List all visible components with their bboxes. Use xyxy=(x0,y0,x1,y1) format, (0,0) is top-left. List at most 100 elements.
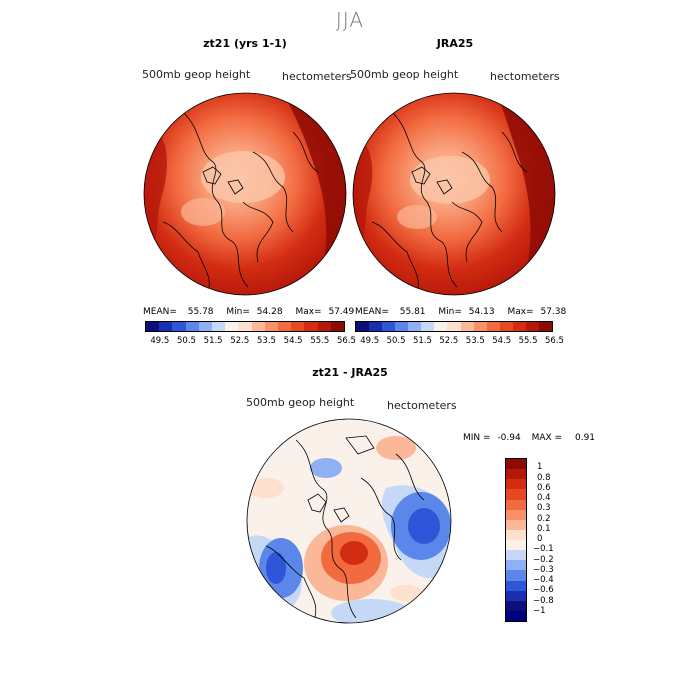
panel-2-title: JRA25 xyxy=(436,37,474,50)
colorbar-swatch xyxy=(525,322,539,331)
colorbar-tick-label: 50.5 xyxy=(386,336,406,346)
colorbar-swatch xyxy=(506,590,526,601)
panel-1-map xyxy=(143,92,347,296)
colorbar-swatch xyxy=(506,529,526,540)
colorbar-swatch xyxy=(238,322,252,331)
colorbar-swatch xyxy=(506,499,526,510)
colorbar-swatch xyxy=(460,322,474,331)
colorbar-tick-label: 56.5 xyxy=(545,336,564,346)
colorbar-tick-label: 51.5 xyxy=(203,336,223,346)
colorbar-tick-label: 1 xyxy=(537,462,543,473)
panel-1-min-value: 54.28 xyxy=(256,307,283,317)
colorbar-tick-label: −0.2 xyxy=(533,554,554,565)
colorbar-tick-label: 49.5 xyxy=(360,336,380,346)
colorbar-swatch xyxy=(447,322,461,331)
colorbar-swatch xyxy=(506,519,526,530)
colorbar-swatch xyxy=(146,322,160,331)
colorbar-tick-label: 53.5 xyxy=(257,336,276,346)
colorbar-tick-label: 0 xyxy=(537,534,543,544)
colorbar-tick-label: 56.5 xyxy=(337,336,356,346)
colorbar-tick-label: 0.3 xyxy=(537,503,551,514)
diff-map xyxy=(246,418,452,624)
diff-panel-title: zt21 - JRA25 xyxy=(312,366,388,379)
colorbar-swatch xyxy=(486,322,500,331)
colorbar-swatch xyxy=(382,322,396,331)
colorbar-tick-label: −0.6 xyxy=(533,585,554,596)
colorbar-swatch xyxy=(291,322,305,331)
colorbar-swatch xyxy=(185,322,199,331)
panel-1-max-value: 57.49 xyxy=(328,307,355,317)
colorbar-swatch xyxy=(212,322,226,331)
colorbar-swatch xyxy=(473,322,487,331)
colorbar-tick-label: −0.1 xyxy=(533,544,554,555)
colorbar-swatch xyxy=(408,322,422,331)
panel-1-stats: MEAN= 55.78 Min= 54.28 Max= 57.49 xyxy=(143,307,354,317)
panel-2-variable-label: 500mb geop height xyxy=(350,68,459,81)
colorbar-tick-label: 51.5 xyxy=(413,336,432,346)
colorbar-swatch xyxy=(434,322,448,331)
panel-1-max-label: Max= xyxy=(295,307,322,317)
diff-min-value: -0.94 xyxy=(497,433,521,443)
colorbar-swatch xyxy=(512,322,526,331)
colorbar-tick-label: −1 xyxy=(533,605,546,616)
colorbar-swatch xyxy=(198,322,213,331)
diff-variable-label: 500mb geop height xyxy=(246,396,355,409)
panel-1-variable-label: 500mb geop height xyxy=(142,68,251,81)
colorbar-tick-label: 0.8 xyxy=(537,472,551,483)
colorbar-tick-label: 50.5 xyxy=(177,336,196,346)
colorbar-swatch xyxy=(506,580,526,591)
panel-2-map xyxy=(352,92,556,296)
diff-colorbar xyxy=(505,458,527,622)
colorbar-tick-label: 54.5 xyxy=(283,336,303,346)
panel-2-mean-value: 55.81 xyxy=(399,307,426,317)
colorbar-swatch xyxy=(304,322,318,331)
colorbar-tick-label: 52.5 xyxy=(230,336,250,346)
colorbar-tick-label: 52.5 xyxy=(439,336,459,346)
panel-2-min-value: 54.13 xyxy=(468,307,495,317)
colorbar-swatch xyxy=(356,322,370,331)
colorbar-swatch xyxy=(506,600,526,611)
colorbar-swatch xyxy=(395,322,409,331)
colorbar-tick-label: 53.5 xyxy=(465,336,485,346)
panel-1-mean-label: MEAN= xyxy=(143,307,177,317)
colorbar-swatch xyxy=(499,322,513,331)
diff-min-label: MIN = xyxy=(463,433,491,443)
colorbar-tick-label: 55.5 xyxy=(310,336,330,346)
panel-2-max-value: 57.38 xyxy=(540,307,567,317)
colorbar-tick-label: −0.8 xyxy=(533,595,554,606)
colorbar-swatch xyxy=(506,489,526,500)
panel-1-colorbar xyxy=(145,321,345,332)
colorbar-tick-label: 0.6 xyxy=(537,482,551,493)
colorbar-swatch xyxy=(506,479,526,490)
colorbar-swatch xyxy=(538,322,552,331)
colorbar-tick-label: 0.2 xyxy=(537,513,551,524)
colorbar-swatch xyxy=(225,322,239,331)
colorbar-swatch xyxy=(251,322,265,331)
colorbar-tick-label: 54.5 xyxy=(492,336,512,346)
diff-max-value: 0.91 xyxy=(574,433,596,443)
colorbar-tick-label: 0.1 xyxy=(537,523,551,534)
colorbar-swatch xyxy=(264,322,279,331)
diff-stats: MIN = -0.94 MAX = 0.91 xyxy=(463,433,595,443)
colorbar-tick-label: 0.4 xyxy=(537,493,551,503)
colorbar-tick-label: 49.5 xyxy=(150,336,170,346)
diff-units-label: hectometers xyxy=(387,399,457,412)
panel-1-title: zt21 (yrs 1-1) xyxy=(203,37,287,50)
colorbar-swatch xyxy=(506,469,526,480)
colorbar-swatch xyxy=(506,509,526,520)
colorbar-tick-label: 55.5 xyxy=(518,336,538,346)
panel-2-mean-label: MEAN= xyxy=(355,307,389,317)
colorbar-swatch xyxy=(159,322,173,331)
colorbar-swatch xyxy=(369,322,383,331)
panel-2-max-label: Max= xyxy=(507,307,534,317)
panel-2-colorbar xyxy=(355,321,553,332)
diff-max-label: MAX = xyxy=(531,433,563,443)
colorbar-tick-label: −0.3 xyxy=(533,564,554,575)
panel-2-units-label: hectometers xyxy=(490,70,560,83)
panel-1-mean-value: 55.78 xyxy=(187,307,214,317)
colorbar-swatch xyxy=(506,459,526,470)
colorbar-swatch xyxy=(278,322,292,331)
colorbar-tick-label: −0.4 xyxy=(533,575,554,585)
panel-1-units-label: hectometers xyxy=(282,70,352,83)
